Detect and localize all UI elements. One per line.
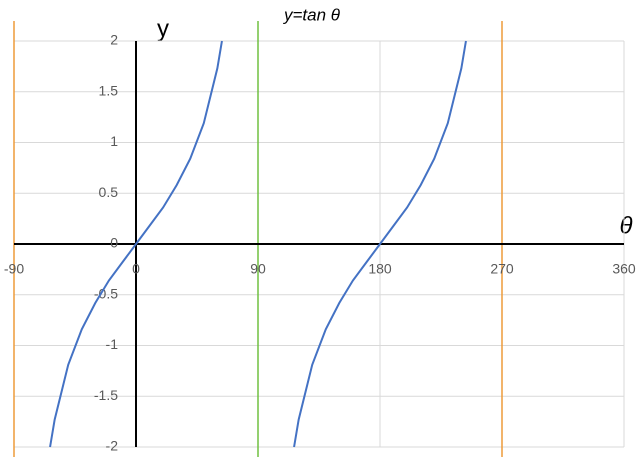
y-tick-label: -1 (106, 336, 119, 352)
x-axis-label: θ (619, 212, 632, 239)
y-tick-label: 0 (110, 235, 118, 251)
y-tick-label: 1 (110, 133, 118, 149)
x-tick-label: 360 (612, 261, 636, 277)
y-axis-label: y (157, 15, 169, 42)
x-tick-label: 0 (132, 261, 140, 277)
y-tick-label: 1.5 (99, 82, 119, 98)
x-tick-label: 90 (250, 261, 266, 277)
x-tick-label: -90 (4, 261, 24, 277)
x-tick-label: 180 (368, 261, 392, 277)
y-tick-label: -2 (106, 438, 119, 454)
chart-title: y=tan θ (283, 5, 341, 24)
y-tick-label: -1.5 (94, 387, 118, 403)
y-tick-label: 0.5 (99, 184, 119, 200)
y-tick-label: -0.5 (94, 285, 118, 301)
x-tick-label: 270 (490, 261, 514, 277)
curve (49, 40, 467, 448)
y-tick-label: 2 (110, 32, 118, 48)
